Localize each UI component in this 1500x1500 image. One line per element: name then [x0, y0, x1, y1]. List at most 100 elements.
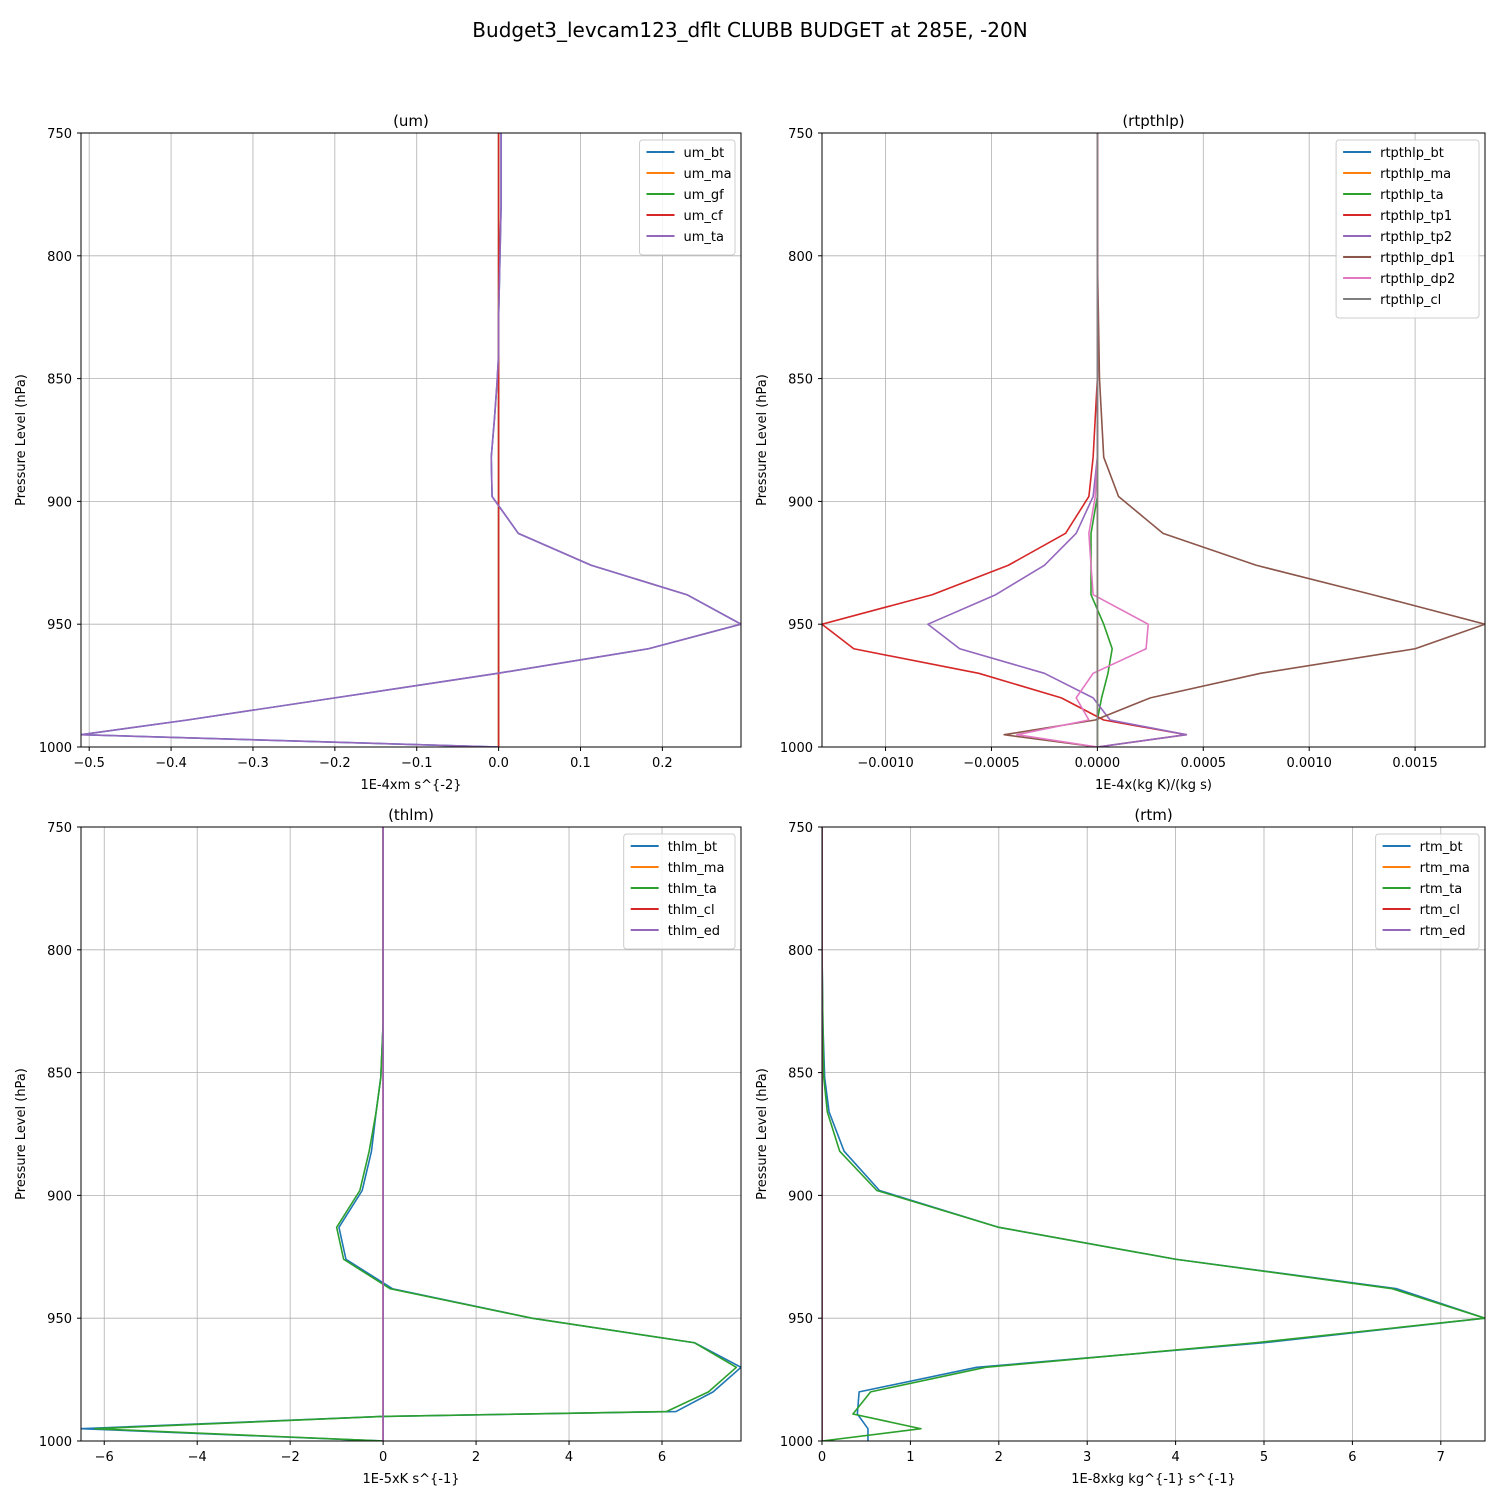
x-tick-label: 0.0010 [1286, 756, 1332, 771]
series-lines [822, 827, 1485, 1441]
y-tick-label: 1000 [780, 741, 813, 756]
legend-entry: um_ma [684, 167, 732, 182]
legend-entry: rtm_cl [1420, 903, 1460, 918]
x-tick-label: 1 [906, 1450, 914, 1465]
x-axis-label: 1E-4xm s^{-2} [360, 778, 461, 793]
x-tick-label: −2 [281, 1450, 300, 1465]
series-line-rtpthlp_dp1 [1003, 133, 1485, 747]
x-tick-label: 7 [1437, 1450, 1445, 1465]
x-axis-label: 1E-8xkg kg^{-1} s^{-1} [1071, 1472, 1236, 1487]
y-tick-label: 900 [47, 495, 72, 510]
panel-title: (rtpthlp) [1122, 112, 1184, 130]
x-tick-label: −6 [95, 1450, 114, 1465]
y-axis-label: Pressure Level (hPa) [755, 1068, 770, 1200]
y-tick-label: 800 [47, 250, 72, 265]
panel-title: (um) [393, 112, 429, 130]
y-tick-label: 850 [788, 1067, 813, 1082]
x-axis-label: 1E-5xK s^{-1} [363, 1472, 460, 1487]
legend-entry: thlm_ed [668, 924, 720, 939]
panel-title: (thlm) [388, 806, 434, 824]
series-line-rtm_ta [822, 827, 1485, 1441]
legend-box [639, 139, 736, 256]
y-tick-label: 950 [47, 618, 72, 633]
legend-box [1375, 833, 1480, 950]
x-tick-label: 0.2 [652, 756, 673, 771]
legend-entry: rtpthlp_tp2 [1380, 230, 1452, 245]
legend-entry: thlm_ma [668, 861, 725, 876]
y-tick-label: 950 [47, 1312, 72, 1327]
x-tick-label: −0.5 [73, 756, 105, 771]
x-tick-label: 2 [995, 1450, 1003, 1465]
x-tick-label: 0 [379, 1450, 387, 1465]
legend: rtpthlp_bt rtpthlp_ma rtpthlp_ta rtpthlp_tp… [1335, 139, 1480, 319]
legend-entry: rtpthlp_ma [1380, 167, 1451, 182]
y-tick-label: 950 [788, 618, 813, 633]
y-tick-label: 850 [788, 373, 813, 388]
legend: thlm_bt thlm_ma thlm_ta thlm_cl thlm_ed [623, 833, 736, 950]
x-tick-label: 4 [565, 1450, 573, 1465]
legend-entry: rtpthlp_dp1 [1380, 251, 1455, 266]
y-tick-label: 800 [47, 944, 72, 959]
legend-entry: um_bt [684, 146, 725, 161]
panel-title: (rtm) [1134, 806, 1172, 824]
legend-entry: rtpthlp_dp2 [1380, 272, 1455, 287]
x-tick-label: −0.0005 [963, 756, 1019, 771]
x-tick-label: −0.2 [319, 756, 351, 771]
y-tick-label: 750 [47, 127, 72, 142]
y-axis-label: Pressure Level (hPa) [14, 374, 29, 506]
panel-0: −0.5 −0.4 −0.3 −0.2 −0.1 0.0 0.1 0.2 750 800 850 90… [14, 112, 742, 793]
legend-entry: rtm_ma [1420, 861, 1470, 876]
y-tick-label: 1000 [39, 741, 72, 756]
y-tick-label: 950 [788, 1312, 813, 1327]
y-axis-label: Pressure Level (hPa) [755, 374, 770, 506]
y-tick-label: 850 [47, 1067, 72, 1082]
x-tick-label: 6 [658, 1450, 666, 1465]
x-axis-label: 1E-4x(kg K)/(kg s) [1095, 778, 1212, 793]
x-tick-label: 3 [1083, 1450, 1091, 1465]
x-tick-label: 6 [1348, 1450, 1356, 1465]
series-line-um_ta [81, 133, 741, 747]
legend-entry: rtm_ta [1420, 882, 1463, 897]
y-tick-label: 800 [788, 944, 813, 959]
x-tick-label: 0.0005 [1181, 756, 1227, 771]
legend-entry: thlm_bt [668, 840, 717, 855]
x-tick-label: −0.3 [237, 756, 269, 771]
legend-entry: rtm_ed [1420, 924, 1466, 939]
x-tick-label: −0.1 [401, 756, 433, 771]
axes-frame [821, 826, 1486, 1442]
x-tick-label: −0.0010 [857, 756, 913, 771]
figure-title: Budget3_levcam123_dflt CLUBB BUDGET at 2… [472, 18, 1027, 42]
axes-frame [80, 826, 742, 1442]
x-tick-label: 0.0015 [1392, 756, 1438, 771]
series-line-thlm_ta [94, 827, 738, 1441]
x-tick-label: 5 [1260, 1450, 1268, 1465]
axes-frame [80, 132, 742, 748]
x-tick-label: −4 [188, 1450, 207, 1465]
panel-2: −6 −4 −2 0 2 4 6 750 800 850 900 950 1000 (thlm) 1E-5x… [14, 806, 742, 1487]
y-tick-label: 750 [788, 127, 813, 142]
legend-entry: um_ta [684, 230, 724, 245]
y-tick-label: 900 [47, 1189, 72, 1204]
x-tick-label: 0.0 [488, 756, 509, 771]
x-tick-label: −0.4 [155, 756, 187, 771]
legend-entry: rtpthlp_tp1 [1380, 209, 1452, 224]
series-lines [822, 133, 1485, 747]
series-lines [81, 133, 741, 747]
panels: −0.5 −0.4 −0.3 −0.2 −0.1 0.0 0.1 0.275080085090… [14, 112, 1486, 1487]
legend-entry: rtm_bt [1420, 840, 1463, 855]
legend-entry: thlm_ta [668, 882, 717, 897]
legend-box [1335, 139, 1480, 319]
legend-entry: rtpthlp_cl [1380, 293, 1441, 308]
x-tick-label: 2 [472, 1450, 480, 1465]
y-tick-label: 800 [788, 250, 813, 265]
legend-entry: um_cf [684, 209, 724, 224]
panel-1: −0.0010 −0.0005 0.0000 0.0005 0.0010 0.0015 75… [755, 112, 1486, 793]
y-tick-label: 900 [788, 1189, 813, 1204]
y-tick-label: 1000 [780, 1435, 813, 1450]
x-tick-label: 0.0000 [1075, 756, 1121, 771]
y-tick-label: 850 [47, 373, 72, 388]
y-tick-label: 1000 [39, 1435, 72, 1450]
y-tick-label: 900 [788, 495, 813, 510]
legend: rtm_bt rtm_ma rtm_ta rtm_cl rtm_ed [1375, 833, 1480, 950]
